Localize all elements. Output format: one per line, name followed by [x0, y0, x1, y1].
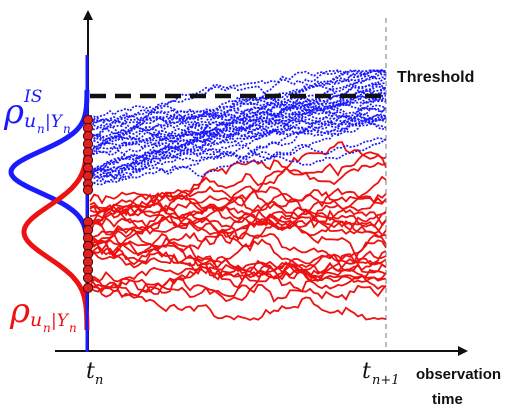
blue-trajectory [90, 69, 387, 145]
blue-trajectory [89, 91, 387, 184]
red-trajectory [89, 204, 387, 242]
blue-trajectory [89, 76, 387, 122]
blue-trajectory [89, 69, 387, 128]
red-trajectory [89, 201, 387, 237]
blue-trajectory [89, 106, 387, 153]
blue-trajectory [89, 137, 387, 182]
particle-dot [82, 184, 94, 196]
tn1-label: t n+1 [362, 359, 400, 388]
red-trajectory [89, 285, 387, 321]
threshold-label: Threshold [397, 69, 474, 86]
red-density-curve [21, 149, 90, 330]
red-trajectory [89, 196, 387, 248]
time-label: time [432, 391, 463, 408]
blue-trajectory [89, 91, 387, 143]
blue-trajectory [90, 139, 387, 179]
blue-trajectories [89, 69, 387, 186]
blue-trajectory [89, 119, 387, 162]
initial-particles [82, 114, 94, 294]
red-trajectory [89, 253, 387, 293]
blue-trajectory [89, 69, 387, 121]
red-trajectory [89, 193, 387, 232]
blue-trajectory [89, 123, 387, 149]
blue-trajectory [89, 69, 387, 177]
red-trajectory [89, 238, 387, 290]
blue-trajectory [89, 114, 387, 186]
red-trajectory [89, 236, 387, 281]
blue-trajectory [89, 116, 387, 144]
tn-label: t n [86, 359, 103, 388]
blue-trajectory [89, 107, 387, 131]
red-trajectory [89, 141, 387, 218]
blue-trajectory [89, 93, 387, 140]
blue-trajectory [89, 111, 387, 136]
blue-trajectory [89, 107, 387, 176]
blue-trajectory [89, 69, 387, 158]
particle-dot [82, 282, 94, 294]
blue-trajectory [89, 69, 387, 180]
blue-trajectory [89, 99, 387, 178]
red-trajectory [89, 250, 387, 289]
blue-trajectory [89, 98, 387, 126]
red-trajectory [89, 229, 387, 298]
rho-label: ρ u n |Υ n [9, 291, 77, 336]
blue-trajectory [89, 81, 387, 145]
red-trajectory [89, 185, 387, 245]
red-trajectories [89, 141, 387, 321]
rho-is-label: ρ IS u n |Υ n [3, 87, 71, 137]
red-trajectory [89, 193, 387, 266]
blue-trajectory [89, 70, 387, 173]
particle-dot [82, 272, 94, 284]
blue-trajectory [89, 96, 387, 130]
observation-label: observation [416, 366, 501, 383]
red-trajectory [89, 151, 387, 215]
blue-trajectory [89, 104, 387, 149]
red-trajectory [89, 239, 387, 294]
blue-trajectory [89, 85, 387, 158]
